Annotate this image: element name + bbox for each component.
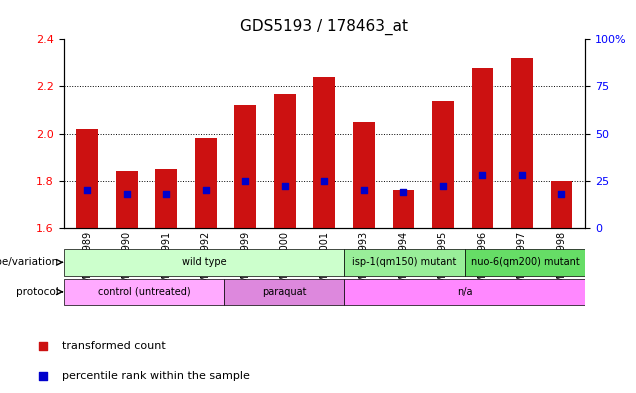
Bar [511,58,533,228]
Text: protocol: protocol [16,287,59,297]
Bar [235,105,256,228]
Text: genotype/variation: genotype/variation [0,257,59,267]
Bar [432,101,453,228]
Bar [155,169,177,228]
Point [240,178,251,184]
Text: isp-1(qm150) mutant: isp-1(qm150) mutant [352,257,457,267]
Point [556,191,567,197]
Text: transformed count: transformed count [62,341,165,351]
FancyBboxPatch shape [465,249,585,275]
Text: n/a: n/a [457,287,473,297]
Bar [314,77,335,228]
Point [477,172,487,178]
Title: GDS5193 / 178463_at: GDS5193 / 178463_at [240,19,408,35]
Point [82,187,92,193]
Bar [274,94,296,228]
Point [398,189,408,195]
Bar [551,181,572,228]
FancyBboxPatch shape [345,249,465,275]
Point [359,187,369,193]
Bar [76,129,98,228]
Text: wild type: wild type [182,257,226,267]
Point [319,178,329,184]
FancyBboxPatch shape [345,279,585,305]
Point [438,183,448,189]
Point [517,172,527,178]
Point [201,187,211,193]
Point [162,191,172,197]
FancyBboxPatch shape [64,249,345,275]
FancyBboxPatch shape [224,279,345,305]
Text: percentile rank within the sample: percentile rank within the sample [62,371,249,381]
Bar [353,122,375,228]
Point [38,373,48,379]
Text: nuo-6(qm200) mutant: nuo-6(qm200) mutant [471,257,579,267]
Point [38,342,48,349]
Point [280,183,290,189]
Point [121,191,132,197]
Bar [392,190,414,228]
Text: paraquat: paraquat [262,287,307,297]
FancyBboxPatch shape [64,279,224,305]
Bar [116,171,137,228]
Bar [471,68,494,228]
Text: control (untreated): control (untreated) [97,287,190,297]
Bar [195,138,217,228]
